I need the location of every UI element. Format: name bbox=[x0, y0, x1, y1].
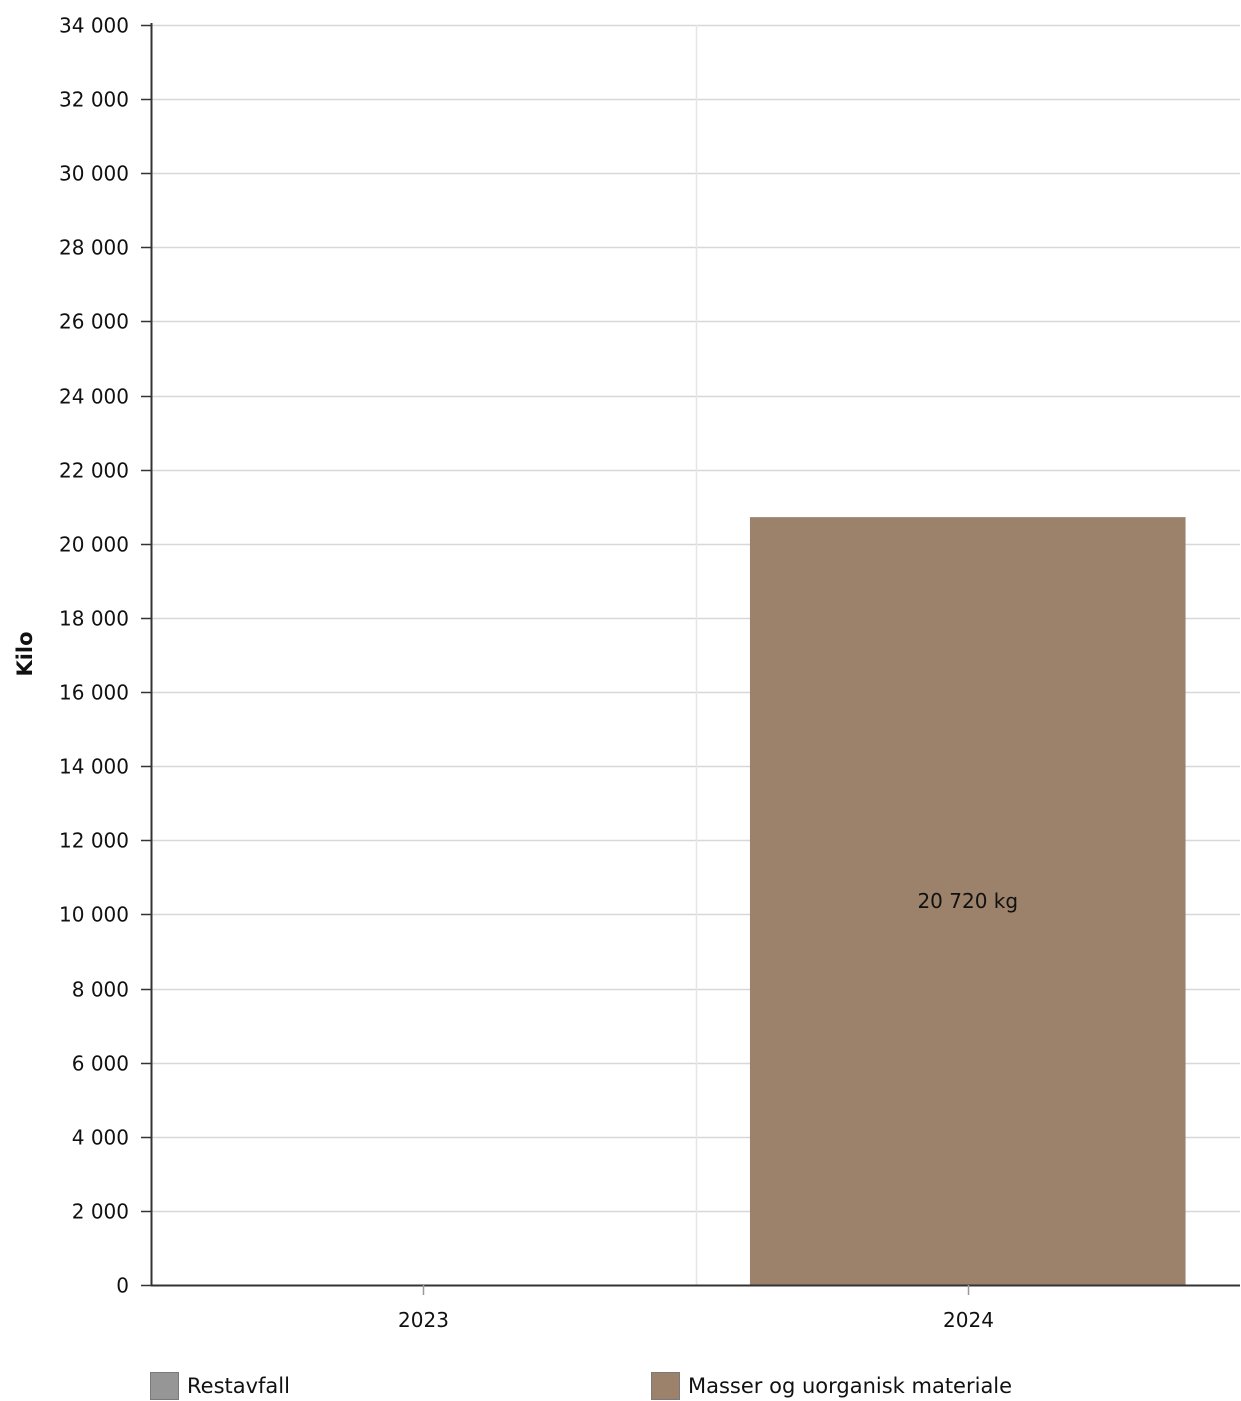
axes bbox=[141, 23, 1240, 1295]
legend-swatch-masser bbox=[651, 1372, 680, 1400]
y-tick-label: 30 000 bbox=[59, 162, 129, 186]
grid-lines bbox=[151, 24, 1240, 1285]
bar-data-label: 20 720 kg bbox=[917, 889, 1018, 913]
y-tick-label: 16 000 bbox=[59, 681, 129, 705]
y-tick-label: 18 000 bbox=[59, 607, 129, 631]
y-tick-label: 4 000 bbox=[72, 1126, 129, 1150]
y-tick-label: 12 000 bbox=[59, 829, 129, 853]
labels: 0 2 000 4 000 6 000 8 000 10 000 12 000 14 000 1… bbox=[59, 14, 1018, 1333]
y-tick-label: 8 000 bbox=[72, 978, 129, 1002]
legend-item-restavfall[interactable]: Restavfall bbox=[150, 1371, 290, 1401]
y-tick-label: 26 000 bbox=[59, 310, 129, 334]
y-tick-label: 20 000 bbox=[59, 533, 129, 557]
y-tick-label: 24 000 bbox=[59, 385, 129, 409]
legend-label-restavfall: Restavfall bbox=[187, 1374, 290, 1398]
bars bbox=[749, 517, 1186, 1285]
y-tick-label: 0 bbox=[116, 1274, 129, 1298]
legend-swatch-restavfall bbox=[150, 1372, 179, 1400]
legend-label-masser: Masser og uorganisk materiale bbox=[688, 1374, 1013, 1398]
y-tick-label: 34 000 bbox=[59, 14, 129, 38]
y-tick-label: 10 000 bbox=[59, 903, 129, 927]
legend-item-masser[interactable]: Masser og uorganisk materiale bbox=[651, 1371, 1012, 1401]
y-tick-label: 22 000 bbox=[59, 459, 129, 483]
bar-2024 bbox=[749, 517, 1186, 1285]
y-tick-label: 32 000 bbox=[59, 88, 129, 112]
y-axis-title: Kilo bbox=[13, 631, 37, 676]
x-tick-label: 2024 bbox=[943, 1308, 994, 1332]
y-tick-label: 6 000 bbox=[72, 1052, 129, 1076]
y-tick-label: 14 000 bbox=[59, 755, 129, 779]
legend: Restavfall Masser og uorganisk materiale bbox=[150, 1371, 1240, 1401]
y-tick-label: 28 000 bbox=[59, 236, 129, 260]
y-tick-label: 2 000 bbox=[72, 1200, 129, 1224]
x-tick-label: 2023 bbox=[398, 1308, 449, 1332]
